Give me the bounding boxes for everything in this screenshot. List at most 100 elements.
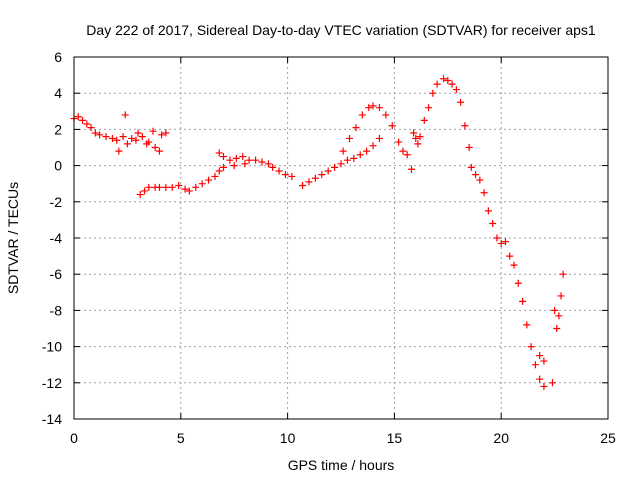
data-point — [399, 147, 407, 155]
y-tick-label: -12 — [42, 375, 62, 391]
x-tick-label: 0 — [70, 430, 78, 446]
data-point — [119, 133, 127, 141]
data-point — [501, 238, 509, 246]
data-series-aps1 — [70, 75, 567, 390]
data-point — [175, 182, 183, 190]
data-point — [136, 191, 144, 199]
data-point — [102, 133, 110, 141]
y-tick-label: -2 — [50, 194, 63, 210]
data-point — [412, 134, 420, 142]
data-point — [551, 306, 559, 314]
data-point — [140, 187, 148, 195]
data-point — [226, 156, 234, 164]
data-point — [258, 158, 266, 166]
data-point — [467, 163, 475, 171]
data-point — [230, 162, 238, 170]
data-point — [420, 116, 428, 124]
data-point — [215, 167, 223, 175]
data-point — [553, 325, 561, 332]
data-point — [138, 133, 146, 141]
data-point — [514, 279, 522, 287]
data-point — [162, 183, 170, 191]
data-point — [365, 104, 373, 112]
data-point — [241, 160, 249, 168]
data-point — [407, 165, 415, 173]
data-point — [205, 176, 213, 184]
data-point — [444, 77, 452, 85]
data-point — [149, 127, 157, 135]
y-tick-label: -6 — [50, 266, 63, 282]
data-point — [185, 187, 193, 195]
data-point — [476, 176, 484, 184]
data-point — [440, 75, 448, 83]
y-tick-label: 6 — [54, 49, 62, 65]
data-point — [337, 160, 345, 168]
data-point — [132, 136, 140, 144]
data-point — [145, 183, 153, 191]
data-point — [540, 382, 548, 390]
data-point — [339, 147, 347, 155]
data-point — [83, 120, 91, 128]
data-point — [540, 357, 548, 365]
data-point — [162, 129, 170, 137]
data-point — [356, 151, 364, 159]
data-point — [519, 297, 527, 305]
data-point — [108, 134, 116, 142]
data-point — [559, 270, 567, 278]
data-point — [331, 163, 339, 171]
data-point — [220, 153, 228, 161]
x-tick-label: 5 — [177, 430, 185, 446]
data-point — [155, 147, 163, 155]
data-point — [352, 124, 360, 132]
data-point — [493, 234, 501, 242]
data-point — [484, 207, 492, 215]
data-point — [324, 167, 332, 175]
data-point — [155, 183, 163, 191]
data-point — [158, 131, 166, 139]
x-tick-label: 10 — [280, 430, 296, 446]
y-axis-tick-labels: -14 -12 -10 -8 -6 -4 -2 0 2 4 6 — [42, 49, 62, 427]
data-point — [305, 178, 313, 186]
x-tick-label: 25 — [600, 430, 616, 446]
data-point — [264, 160, 272, 168]
data-point — [145, 138, 153, 146]
data-point — [395, 138, 403, 146]
data-point — [113, 136, 121, 144]
x-tick-label: 15 — [387, 430, 403, 446]
data-point — [429, 89, 437, 97]
data-point — [96, 131, 104, 139]
data-point — [480, 189, 488, 197]
y-axis-title: SDTVAR / TECUs — [5, 182, 21, 294]
data-point — [115, 147, 123, 155]
data-point — [211, 172, 219, 180]
data-point — [215, 149, 223, 157]
data-point — [220, 163, 228, 171]
data-point — [134, 129, 142, 137]
data-point — [151, 144, 159, 151]
data-point — [299, 182, 307, 190]
data-point — [472, 171, 480, 179]
data-point — [489, 220, 497, 228]
y-tick-label: 0 — [54, 158, 62, 174]
axis-ticks — [73, 56, 609, 420]
data-point — [245, 156, 253, 164]
y-tick-label: 4 — [54, 85, 62, 101]
data-point — [288, 172, 296, 180]
data-point — [465, 144, 473, 151]
data-point — [461, 122, 469, 130]
data-point — [531, 361, 539, 369]
data-point — [388, 122, 396, 130]
data-point — [350, 154, 358, 162]
y-tick-label: -14 — [42, 411, 62, 427]
data-point — [192, 183, 200, 191]
data-point — [123, 140, 131, 148]
data-point — [457, 98, 465, 106]
data-point — [128, 134, 136, 142]
data-point — [343, 156, 351, 164]
data-point — [121, 111, 129, 119]
chart-title: Day 222 of 2017, Sidereal Day-to-day VTE… — [86, 22, 596, 38]
data-point — [548, 379, 556, 387]
data-point — [410, 129, 418, 137]
data-point — [510, 261, 518, 269]
